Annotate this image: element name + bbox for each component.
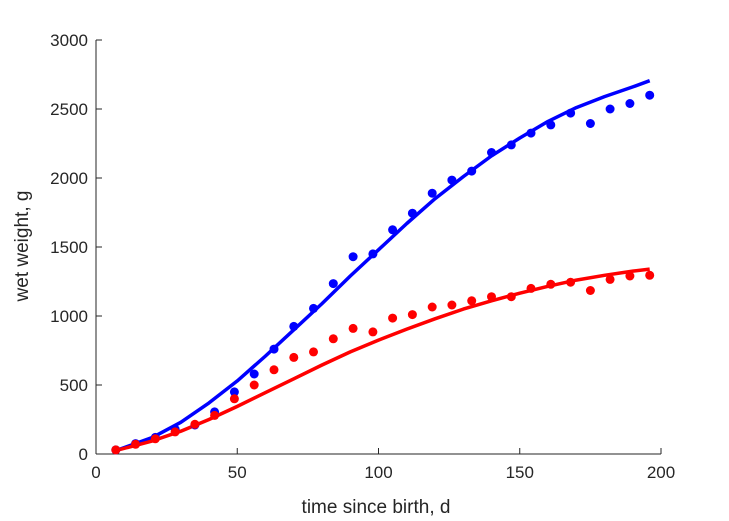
- data-point-series-1: [388, 225, 398, 235]
- x-tick-label: 50: [228, 463, 247, 482]
- data-point-series-2: [625, 271, 635, 281]
- data-point-series-2: [388, 313, 398, 323]
- data-point-series-2: [269, 365, 279, 375]
- y-tick-label: 1500: [50, 238, 88, 257]
- x-tick-label: 150: [506, 463, 534, 482]
- data-point-series-2: [170, 427, 180, 437]
- data-point-series-2: [546, 279, 556, 289]
- data-point-series-1: [546, 120, 556, 130]
- data-point-series-2: [487, 292, 496, 302]
- data-point-series-2: [348, 323, 358, 333]
- data-point-series-1: [427, 188, 437, 198]
- data-point-series-2: [427, 302, 437, 312]
- data-point-series-1: [487, 148, 496, 157]
- data-point-series-2: [605, 274, 615, 284]
- data-point-series-2: [190, 419, 200, 429]
- data-point-series-1: [506, 140, 516, 150]
- data-point-series-2: [229, 394, 239, 404]
- data-point-series-2: [328, 334, 338, 344]
- data-point-series-1: [645, 90, 655, 100]
- data-point-series-2: [566, 277, 576, 287]
- y-tick-label: 3000: [50, 31, 88, 50]
- data-point-series-2: [506, 292, 516, 302]
- data-point-series-1: [566, 108, 576, 118]
- y-tick-label: 0: [79, 445, 88, 464]
- data-point-series-2: [467, 296, 477, 306]
- data-point-series-1: [229, 387, 239, 397]
- data-point-series-2: [368, 327, 378, 337]
- data-point-series-1: [467, 166, 477, 176]
- data-point-series-1: [348, 252, 358, 262]
- x-tick-label: 200: [647, 463, 675, 482]
- data-point-series-1: [328, 279, 338, 289]
- data-point-series-2: [407, 310, 417, 320]
- data-point-series-2: [309, 347, 318, 357]
- data-point-series-2: [210, 410, 220, 420]
- y-tick-label: 2000: [50, 169, 88, 188]
- y-tick-label: 500: [60, 376, 88, 395]
- series-layer: [111, 79, 655, 455]
- data-point-series-2: [447, 300, 457, 310]
- data-point-series-2: [150, 434, 160, 444]
- y-axis-label: wet weight, g: [12, 191, 33, 303]
- data-point-series-1: [526, 128, 536, 138]
- data-point-series-1: [269, 344, 279, 354]
- data-point-series-2: [289, 352, 299, 362]
- y-tick-label: 1000: [50, 307, 88, 326]
- data-point-series-2: [111, 445, 121, 455]
- y-tick-label: 2500: [50, 100, 88, 119]
- data-point-series-1: [249, 369, 259, 379]
- data-point-series-2: [645, 270, 655, 280]
- data-point-series-1: [289, 321, 299, 331]
- x-tick-label: 0: [91, 463, 100, 482]
- data-point-series-1: [407, 208, 417, 218]
- data-point-series-1: [368, 249, 378, 259]
- data-point-series-1: [625, 99, 635, 108]
- data-point-series-2: [585, 286, 595, 295]
- data-point-series-2: [131, 439, 141, 449]
- data-point-series-1: [585, 119, 595, 128]
- data-point-series-2: [249, 380, 259, 390]
- x-axis-label: time since birth, d: [302, 497, 451, 518]
- data-point-series-1: [309, 303, 318, 313]
- x-tick-label: 100: [364, 463, 392, 482]
- data-point-series-2: [526, 283, 536, 293]
- fit-line-series-1: [115, 79, 651, 453]
- data-point-series-1: [605, 104, 615, 114]
- data-point-series-1: [447, 175, 457, 185]
